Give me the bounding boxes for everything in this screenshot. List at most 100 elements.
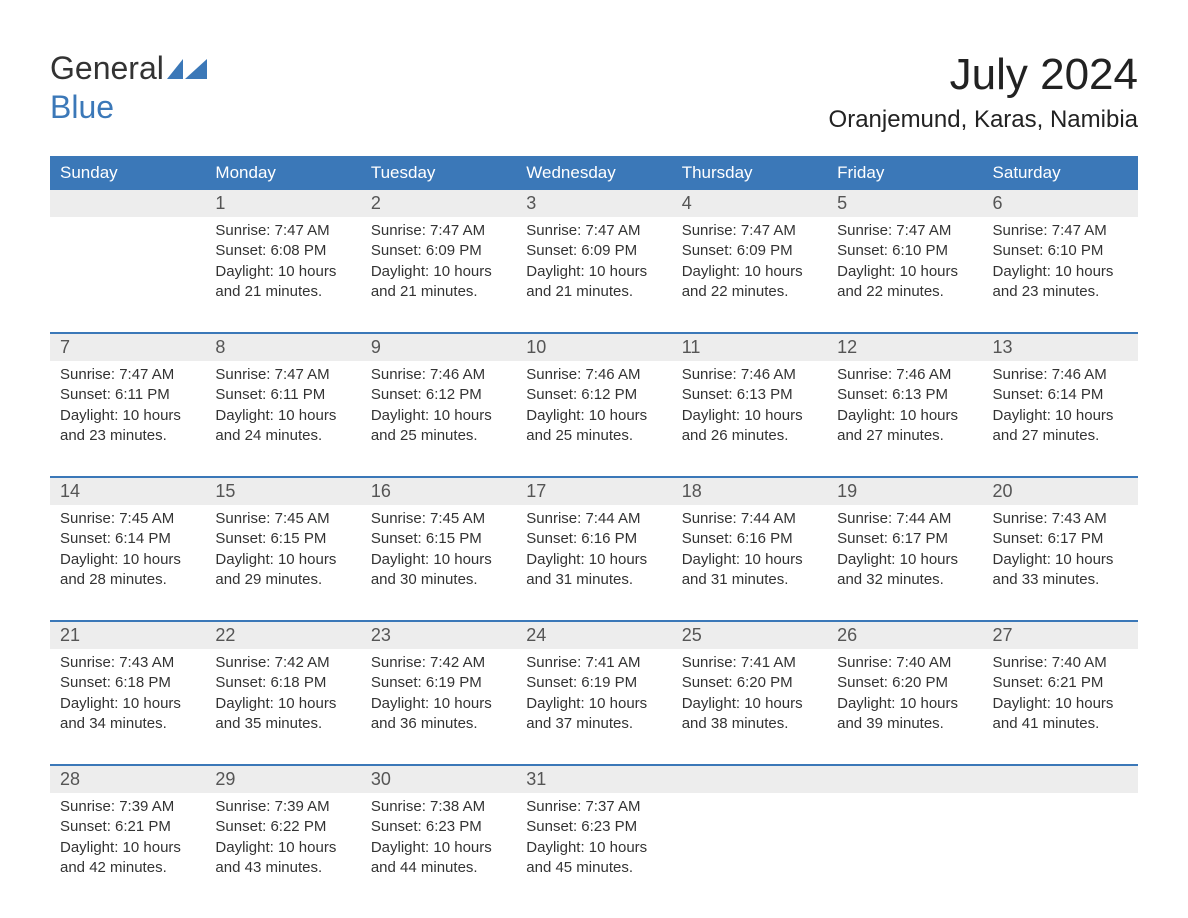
day-number: 24: [516, 622, 671, 649]
sunrise-text: Sunrise: 7:47 AM: [526, 221, 661, 241]
weekday-header: Thursday: [672, 156, 827, 190]
sunset-text: Sunset: 6:11 PM: [60, 385, 195, 405]
day-cell: Sunrise: 7:44 AMSunset: 6:16 PMDaylight:…: [516, 505, 671, 592]
day-number: 1: [205, 190, 360, 217]
logo-word1: General: [50, 50, 164, 86]
day-number: 10: [516, 334, 671, 361]
sunrise-text: Sunrise: 7:46 AM: [371, 365, 506, 385]
week: 28293031Sunrise: 7:39 AMSunset: 6:21 PMD…: [50, 764, 1138, 908]
sunset-text: Sunset: 6:12 PM: [526, 385, 661, 405]
day-number: 27: [983, 622, 1138, 649]
daylight-text: Daylight: 10 hours and 41 minutes.: [993, 694, 1128, 735]
daylight-text: Daylight: 10 hours and 36 minutes.: [371, 694, 506, 735]
day-number: 15: [205, 478, 360, 505]
sunset-text: Sunset: 6:09 PM: [371, 241, 506, 261]
daylight-text: Daylight: 10 hours and 31 minutes.: [526, 550, 661, 591]
day-content-row: Sunrise: 7:47 AMSunset: 6:08 PMDaylight:…: [50, 217, 1138, 332]
sunrise-text: Sunrise: 7:47 AM: [60, 365, 195, 385]
sunrise-text: Sunrise: 7:40 AM: [837, 653, 972, 673]
sunrise-text: Sunrise: 7:47 AM: [993, 221, 1128, 241]
daylight-text: Daylight: 10 hours and 27 minutes.: [837, 406, 972, 447]
weekday-header: Friday: [827, 156, 982, 190]
sunrise-text: Sunrise: 7:44 AM: [526, 509, 661, 529]
daylight-text: Daylight: 10 hours and 29 minutes.: [215, 550, 350, 591]
sunset-text: Sunset: 6:15 PM: [215, 529, 350, 549]
daylight-text: Daylight: 10 hours and 30 minutes.: [371, 550, 506, 591]
daylight-text: Daylight: 10 hours and 31 minutes.: [682, 550, 817, 591]
sunset-text: Sunset: 6:18 PM: [215, 673, 350, 693]
day-number: 16: [361, 478, 516, 505]
day-cell: Sunrise: 7:39 AMSunset: 6:21 PMDaylight:…: [50, 793, 205, 880]
sunrise-text: Sunrise: 7:47 AM: [837, 221, 972, 241]
daylight-text: Daylight: 10 hours and 34 minutes.: [60, 694, 195, 735]
day-cell: [827, 793, 982, 880]
sunrise-text: Sunrise: 7:42 AM: [371, 653, 506, 673]
daylight-text: Daylight: 10 hours and 35 minutes.: [215, 694, 350, 735]
daylight-text: Daylight: 10 hours and 28 minutes.: [60, 550, 195, 591]
day-cell: Sunrise: 7:38 AMSunset: 6:23 PMDaylight:…: [361, 793, 516, 880]
sunset-text: Sunset: 6:17 PM: [993, 529, 1128, 549]
daylight-text: Daylight: 10 hours and 43 minutes.: [215, 838, 350, 879]
day-number: 8: [205, 334, 360, 361]
day-number: 2: [361, 190, 516, 217]
daylight-text: Daylight: 10 hours and 21 minutes.: [215, 262, 350, 303]
month-title: July 2024: [829, 50, 1138, 100]
sunrise-text: Sunrise: 7:45 AM: [215, 509, 350, 529]
day-number: 25: [672, 622, 827, 649]
sunrise-text: Sunrise: 7:42 AM: [215, 653, 350, 673]
day-number: 19: [827, 478, 982, 505]
daylight-text: Daylight: 10 hours and 33 minutes.: [993, 550, 1128, 591]
day-cell: [672, 793, 827, 880]
sunrise-text: Sunrise: 7:43 AM: [993, 509, 1128, 529]
weekday-header: Sunday: [50, 156, 205, 190]
day-content-row: Sunrise: 7:39 AMSunset: 6:21 PMDaylight:…: [50, 793, 1138, 908]
sunset-text: Sunset: 6:11 PM: [215, 385, 350, 405]
day-cell: Sunrise: 7:44 AMSunset: 6:17 PMDaylight:…: [827, 505, 982, 592]
daylight-text: Daylight: 10 hours and 23 minutes.: [993, 262, 1128, 303]
day-number: 31: [516, 766, 671, 793]
day-number: [827, 766, 982, 793]
sunset-text: Sunset: 6:14 PM: [60, 529, 195, 549]
daylight-text: Daylight: 10 hours and 32 minutes.: [837, 550, 972, 591]
sunrise-text: Sunrise: 7:40 AM: [993, 653, 1128, 673]
day-number-row: 28293031: [50, 766, 1138, 793]
day-cell: Sunrise: 7:40 AMSunset: 6:20 PMDaylight:…: [827, 649, 982, 736]
day-cell: Sunrise: 7:47 AMSunset: 6:10 PMDaylight:…: [827, 217, 982, 304]
sunrise-text: Sunrise: 7:37 AM: [526, 797, 661, 817]
sunrise-text: Sunrise: 7:43 AM: [60, 653, 195, 673]
day-cell: Sunrise: 7:37 AMSunset: 6:23 PMDaylight:…: [516, 793, 671, 880]
daylight-text: Daylight: 10 hours and 23 minutes.: [60, 406, 195, 447]
day-number: [983, 766, 1138, 793]
day-cell: Sunrise: 7:43 AMSunset: 6:18 PMDaylight:…: [50, 649, 205, 736]
daylight-text: Daylight: 10 hours and 27 minutes.: [993, 406, 1128, 447]
week: 21222324252627Sunrise: 7:43 AMSunset: 6:…: [50, 620, 1138, 764]
day-number: 28: [50, 766, 205, 793]
day-cell: Sunrise: 7:45 AMSunset: 6:15 PMDaylight:…: [205, 505, 360, 592]
sunset-text: Sunset: 6:17 PM: [837, 529, 972, 549]
day-content-row: Sunrise: 7:43 AMSunset: 6:18 PMDaylight:…: [50, 649, 1138, 764]
daylight-text: Daylight: 10 hours and 38 minutes.: [682, 694, 817, 735]
sunrise-text: Sunrise: 7:47 AM: [371, 221, 506, 241]
weekday-header-row: Sunday Monday Tuesday Wednesday Thursday…: [50, 156, 1138, 190]
day-cell: Sunrise: 7:46 AMSunset: 6:12 PMDaylight:…: [516, 361, 671, 448]
daylight-text: Daylight: 10 hours and 42 minutes.: [60, 838, 195, 879]
daylight-text: Daylight: 10 hours and 39 minutes.: [837, 694, 972, 735]
day-cell: Sunrise: 7:47 AMSunset: 6:09 PMDaylight:…: [361, 217, 516, 304]
title-block: July 2024 Oranjemund, Karas, Namibia: [829, 50, 1138, 148]
sunrise-text: Sunrise: 7:41 AM: [682, 653, 817, 673]
day-cell: Sunrise: 7:46 AMSunset: 6:13 PMDaylight:…: [672, 361, 827, 448]
sunrise-text: Sunrise: 7:41 AM: [526, 653, 661, 673]
day-cell: Sunrise: 7:46 AMSunset: 6:14 PMDaylight:…: [983, 361, 1138, 448]
day-number: 9: [361, 334, 516, 361]
daylight-text: Daylight: 10 hours and 24 minutes.: [215, 406, 350, 447]
day-cell: Sunrise: 7:40 AMSunset: 6:21 PMDaylight:…: [983, 649, 1138, 736]
day-number: 23: [361, 622, 516, 649]
day-cell: Sunrise: 7:46 AMSunset: 6:12 PMDaylight:…: [361, 361, 516, 448]
page-header: General Blue July 2024 Oranjemund, Karas…: [50, 50, 1138, 148]
daylight-text: Daylight: 10 hours and 45 minutes.: [526, 838, 661, 879]
day-number: 12: [827, 334, 982, 361]
day-cell: Sunrise: 7:47 AMSunset: 6:11 PMDaylight:…: [205, 361, 360, 448]
day-number: 20: [983, 478, 1138, 505]
day-cell: [50, 217, 205, 304]
logo-flag-icon: [167, 50, 207, 87]
